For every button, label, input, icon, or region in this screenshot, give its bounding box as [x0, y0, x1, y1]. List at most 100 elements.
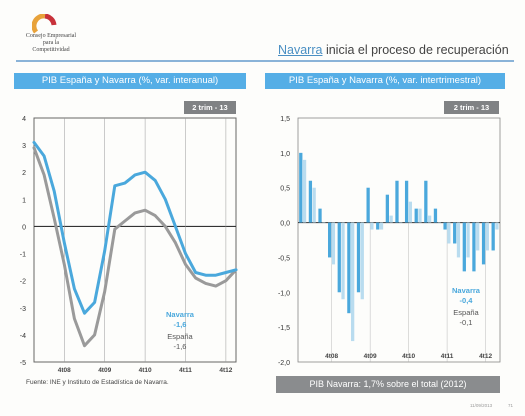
source-note: Fuente: INE y Instituto de Estadística d…: [26, 379, 169, 386]
right-x-tick-label: 4t11: [441, 353, 454, 360]
left-y-tick-label: -2: [20, 279, 26, 286]
right-y-tick-label: -1,5: [278, 325, 290, 332]
right-bar-espana: [408, 201, 413, 223]
right-y-tick-label: -0,5: [278, 255, 290, 262]
left-x-tick-label: 4t08: [58, 367, 71, 374]
right-bar-espana: [351, 222, 355, 342]
right-bar-navarra: [318, 208, 322, 223]
right-bar-navarra: [481, 222, 486, 265]
left-navarra-value: -1,6: [174, 320, 187, 329]
right-bar-navarra: [395, 180, 399, 223]
right-bar-espana: [456, 222, 461, 258]
title-rest: inicia el proceso de recuperación: [322, 43, 509, 57]
right-bar-espana: [427, 215, 432, 223]
right-bar-navarra: [385, 194, 389, 223]
title-rule: [16, 60, 514, 62]
right-bar-navarra: [462, 222, 466, 272]
right-y-tick-label: 0,0: [280, 221, 290, 228]
right-x-tick-label: 4t09: [364, 353, 377, 360]
left-x-tick-label: 4t12: [219, 367, 232, 374]
title-highlight: Navarra: [278, 43, 323, 57]
left-navarra-label: Navarra: [166, 310, 195, 319]
right-bar-navarra: [366, 187, 370, 223]
right-y-tick-label: 1,0: [280, 151, 290, 158]
right-bar-espana: [418, 208, 422, 223]
left-plot-frame: [33, 117, 237, 363]
left-y-tick-label: -5: [20, 360, 26, 367]
right-bar-espana: [389, 215, 393, 223]
right-bar-espana: [466, 222, 470, 258]
left-y-tick-label: 2: [22, 170, 26, 177]
right-bar-espana: [341, 222, 345, 300]
right-chart-header: PIB España y Navarra (%, var. intertrime…: [265, 73, 505, 89]
right-bar-espana: [379, 222, 384, 230]
left-y-tick-label: -3: [20, 306, 26, 313]
right-x-tick-label: 4t12: [479, 353, 492, 360]
right-y-tick-label: 0,5: [280, 186, 290, 193]
right-bar-navarra: [337, 222, 341, 293]
right-bar-espana: [399, 222, 403, 224]
right-bar-espana: [370, 222, 374, 230]
right-bar-navarra: [453, 222, 457, 244]
right-bar-navarra: [356, 222, 361, 293]
left-chart-tag: 2 trim - 13: [184, 101, 236, 114]
left-y-tick-label: 1: [22, 197, 26, 204]
right-y-tick-label: 1,5: [280, 116, 290, 123]
right-bar-espana: [437, 222, 441, 224]
left-espana-value: -1,6: [174, 342, 187, 351]
page-title: Navarra inicia el proceso de recuperació…: [278, 43, 509, 57]
right-bar-espana: [447, 222, 451, 244]
right-bar-navarra: [424, 180, 428, 223]
right-navarra-label: Navarra: [452, 286, 481, 295]
right-x-tick-label: 4t08: [325, 353, 338, 360]
right-bar-navarra: [404, 180, 409, 223]
page-number: 71: [508, 403, 514, 408]
left-y-tick-label: 4: [22, 116, 26, 123]
left-y-tick-label: 0: [22, 224, 26, 231]
right-bar-espana: [302, 159, 307, 223]
right-bar-navarra: [376, 222, 380, 230]
org-line-3: Competitividad: [32, 47, 70, 53]
right-bar-navarra: [308, 180, 313, 223]
left-series-line-espana: [32, 146, 238, 348]
summary-bar: PIB Navarra: 1,7% sobre el total (2012): [276, 376, 500, 393]
right-bar-espana: [495, 222, 499, 230]
logo-icon: [32, 14, 57, 34]
org-name: Consejo Empresarial para la Competitivid…: [16, 33, 86, 54]
right-bar-espana: [476, 222, 480, 251]
left-y-tick-label: -4: [20, 333, 26, 340]
left-x-tick-label: 4t10: [139, 367, 152, 374]
org-line-1: Consejo Empresarial: [25, 33, 77, 39]
left-espana-label: España: [167, 332, 193, 341]
left-x-tick-label: 4t09: [98, 367, 111, 374]
right-espana-value: -0,1: [460, 318, 473, 327]
right-bar-espana: [360, 222, 364, 300]
page-date: 11/09/2013: [470, 403, 493, 408]
right-x-tick-label: 4t10: [402, 353, 415, 360]
right-espana-label: España: [453, 308, 479, 317]
right-y-tick-label: -2,0: [278, 360, 290, 367]
right-bar-navarra: [433, 208, 438, 223]
right-bar-navarra: [414, 208, 418, 223]
org-line-2: para la: [42, 40, 60, 46]
left-x-tick-label: 4t11: [179, 367, 192, 374]
left-chart-header: PIB España y Navarra (%, var. interanual…: [14, 73, 246, 89]
right-bar-navarra: [347, 222, 351, 314]
right-bar-navarra: [491, 222, 495, 251]
right-bar-espana: [322, 222, 326, 224]
right-chart-tag: 2 trim - 13: [444, 101, 499, 114]
right-y-tick-label: -1,0: [278, 290, 290, 297]
left-y-tick-label: -1: [20, 252, 26, 259]
right-navarra-value: -0,4: [460, 296, 474, 305]
right-bar-espana: [485, 222, 489, 251]
right-bar-espana: [312, 187, 316, 223]
right-plot-frame: [297, 117, 501, 363]
right-bar-navarra: [328, 222, 332, 258]
right-bar-navarra: [443, 222, 447, 230]
left-series-line-navarra: [32, 140, 238, 315]
right-bar-espana: [331, 222, 336, 265]
left-y-tick-label: 3: [22, 143, 26, 150]
right-bar-navarra: [472, 222, 476, 272]
